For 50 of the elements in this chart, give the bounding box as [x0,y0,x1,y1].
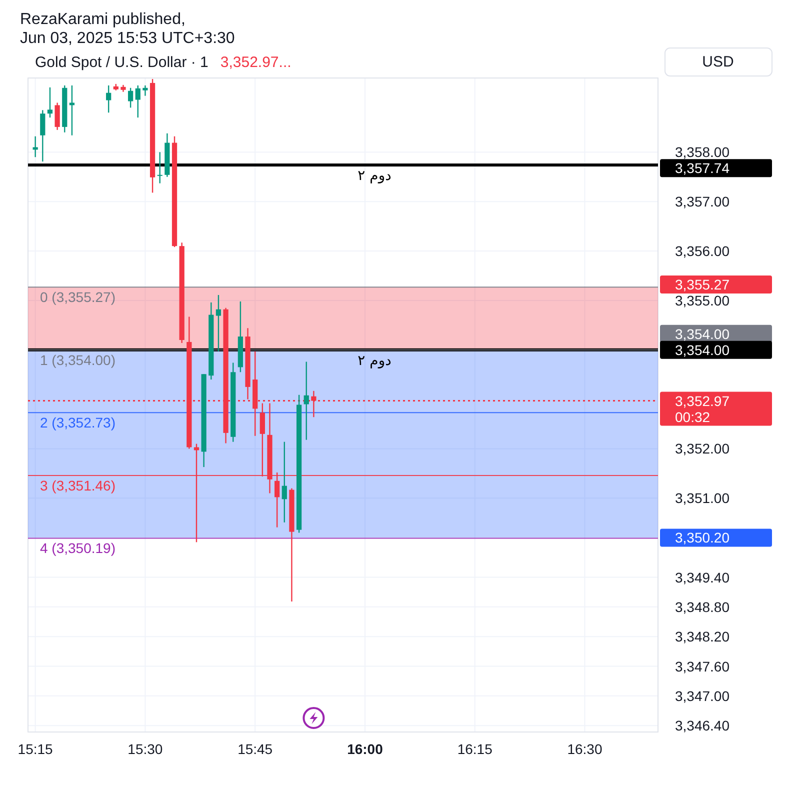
chart-subtitle: 3,352.97... [220,54,292,71]
ref-line-label: 3 (3,351.46) [40,477,116,494]
text: 3,355.27 [675,276,730,292]
ref-line-label: 1 (3,354.00) [40,352,116,368]
text: 3,354.00 [675,326,730,342]
candlestick [69,84,75,136]
x-tick-label: 16:15 [457,741,493,757]
ref-line-label: دوم ۲ [358,352,392,369]
candlestick [47,86,53,118]
x-tick-label: 16:30 [567,741,602,757]
candlestick [282,441,287,524]
ref-line-label: 0 (3,355.27) [40,289,116,306]
x-tick-label: 15:45 [238,741,273,757]
y-tick-label: 3,358.00 [675,144,730,160]
x-tick-label: 15:15 [18,741,54,757]
y-tick-label: 3,356.00 [675,243,730,260]
y-tick-label: 3,357.00 [675,194,730,210]
ref-line-label: دوم ۲ [358,168,392,184]
text: 3,357.74 [675,160,730,176]
y-tick-label: 3,351.00 [675,490,730,506]
candlestick [40,110,46,162]
y-tick-label: 3,348.80 [675,598,730,615]
text: USD [702,54,734,70]
candlestick [54,102,60,131]
text: 00:32 [675,408,710,425]
chart-title: Gold Spot / U.S. Dollar · 1 [35,54,208,71]
ref-line-label: 2 (3,352.73) [40,414,116,431]
candlestick [32,136,38,158]
candlestick [304,361,309,440]
y-tick-label: 3,347.00 [675,688,730,704]
text: RezaKarami published, [20,11,186,28]
candlestick [216,294,222,352]
candlestick [135,84,140,118]
y-tick-label: 3,347.60 [675,658,730,674]
text: Jun 03, 2025 15:53 UTC+3:30 [20,30,235,47]
text: 3,350.20 [675,530,730,546]
text: 3,352.97 [675,392,730,409]
y-tick-label: 3,346.40 [675,718,730,734]
y-tick-label: 3,349.40 [675,569,730,586]
text: 3,354.00 [675,342,730,358]
y-tick-label: 3,348.20 [675,628,730,645]
candlestick [142,84,148,96]
x-tick-label: 15:30 [128,741,163,757]
candlestick [106,84,112,114]
ref-line-label: 4 (3,350.19) [40,540,116,556]
candlestick [157,152,162,184]
x-tick-label: 16:00 [347,741,384,757]
candlestick [128,87,134,108]
y-tick-label: 3,355.00 [675,292,730,308]
y-tick-label: 3,352.00 [675,440,730,457]
